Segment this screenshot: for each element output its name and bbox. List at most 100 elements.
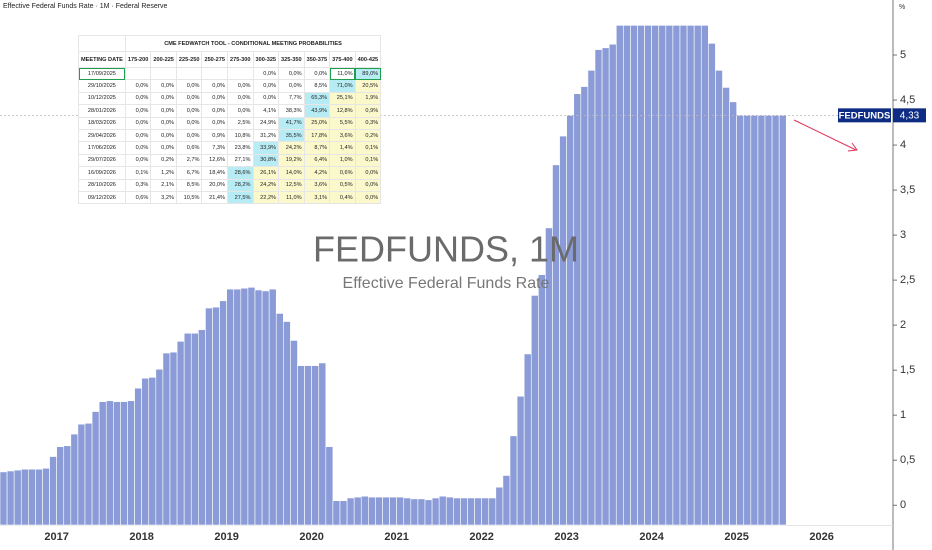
probability-cell: 0,6% <box>329 166 356 180</box>
bar <box>233 288 242 526</box>
probability-cell: 8,5% <box>303 79 331 93</box>
chart-header: Effective Federal Funds Rate · 1M · Fede… <box>3 3 168 10</box>
probability-cell: 1,9% <box>354 91 382 106</box>
y-tick-label: 2 <box>900 319 906 331</box>
bar <box>545 227 553 526</box>
bar <box>729 101 737 526</box>
bar <box>573 93 582 526</box>
probability-cell: 0,0% <box>278 66 305 81</box>
probability-cell: 18,4% <box>201 166 228 180</box>
bar <box>615 25 624 526</box>
probability-cell: 0,0% <box>201 79 228 93</box>
bar <box>155 368 164 526</box>
probability-cell: 28,2% <box>226 178 254 192</box>
bar <box>190 332 199 526</box>
bar <box>339 500 348 526</box>
bar <box>332 500 341 526</box>
probability-cell: 8,5% <box>175 178 203 192</box>
meeting-date: 10/12/2025 <box>78 91 126 106</box>
table-row: 29/10/2025 0,0% 0,0% 0,0% 0,0% 0,0% 0,0% 0,0% 8,… <box>78 79 382 93</box>
probability-cell: 6,7% <box>175 166 203 180</box>
probability-cell: 89,0% <box>354 66 382 81</box>
column-header: 200-225 <box>150 51 177 68</box>
probability-cell: 30,8% <box>252 153 280 168</box>
meeting-date: 29/04/2026 <box>78 128 126 143</box>
bar <box>120 401 128 526</box>
y-tick-label: 1 <box>900 409 906 421</box>
probability-cell: 24,2% <box>278 141 305 155</box>
probability-cell: 4,1% <box>252 104 280 118</box>
probability-cell: 0,5% <box>329 178 356 192</box>
bar <box>70 433 79 526</box>
x-tick-label: 2021 <box>384 531 408 543</box>
bar <box>566 115 575 526</box>
table-title: CME FEDWATCH TOOL - CONDITIONAL MEETING … <box>124 35 382 52</box>
bar <box>417 498 426 526</box>
probability-cell: 0,0% <box>175 128 203 143</box>
probability-cell: 21,4% <box>201 190 228 205</box>
bar <box>28 468 36 526</box>
probability-cell: 0,0% <box>124 141 152 155</box>
bar <box>205 307 213 526</box>
bar <box>389 496 397 526</box>
probability-cell: 8,7% <box>303 141 331 155</box>
y-tick-label: 0,5 <box>900 454 915 466</box>
probability-cell: 10,8% <box>226 128 254 143</box>
x-tick-label: 2024 <box>639 531 664 543</box>
column-header: 375-400 <box>329 51 356 68</box>
y-tick-label: 5 <box>900 49 906 61</box>
bar <box>467 497 475 526</box>
column-header: 400-425 <box>354 51 382 68</box>
probability-cell: 0,0% <box>354 178 382 192</box>
bar <box>516 395 525 526</box>
bar <box>6 470 15 526</box>
meeting-date: 18/03/2026 <box>78 116 126 130</box>
probability-cell: 3,1% <box>303 190 331 205</box>
table-row: 28/10/2026 0,3% 2,1% 8,5% 20,0% 28,2% 24,2% 12,… <box>78 178 382 192</box>
probability-cell: 24,2% <box>252 178 280 192</box>
probability-cell: 11,0% <box>278 190 305 205</box>
bar <box>49 456 57 526</box>
probability-cell: 0,0% <box>150 128 177 143</box>
bar <box>686 25 695 526</box>
table-corner <box>78 35 126 52</box>
meeting-date: 28/01/2026 <box>78 104 126 118</box>
last-value-label: 4,33 <box>900 110 920 121</box>
probability-cell: 10,5% <box>175 190 203 205</box>
series-label: FEDFUNDS <box>839 110 891 121</box>
meeting-date: 17/09/2025 <box>78 66 126 81</box>
probability-cell: 27,1% <box>226 153 254 168</box>
axis-unit: % <box>899 4 906 11</box>
x-tick-label: 2025 <box>724 531 748 543</box>
probability-cell: 0,0% <box>124 153 152 168</box>
probability-cell: 0,3% <box>354 116 382 130</box>
table-row: 09/12/2026 0,6% 3,2% 10,5% 21,4% 27,5% 22,2% 11… <box>78 190 382 205</box>
probability-cell: 5,5% <box>329 116 356 130</box>
probability-cell: 27,5% <box>226 190 254 205</box>
bar <box>20 468 29 526</box>
probability-cell: 0,0% <box>175 79 203 93</box>
bar <box>169 351 178 526</box>
probability-cell: 2,1% <box>150 178 177 192</box>
column-header: 275-300 <box>226 51 254 68</box>
y-tick-label: 3,5 <box>900 184 915 196</box>
bar <box>240 287 249 526</box>
bar <box>403 497 412 526</box>
table-row: 16/09/2026 0,1% 1,2% 6,7% 18,4% 28,6% 26,1% 14,… <box>78 166 382 180</box>
probability-cell: 0,9% <box>201 128 228 143</box>
table-title-row: CME FEDWATCH TOOL - CONDITIONAL MEETING … <box>78 35 382 52</box>
probability-cell: 0,0% <box>226 104 254 118</box>
bar <box>283 321 291 526</box>
meeting-date: 09/12/2026 <box>78 190 126 205</box>
watermark-title: FEDFUNDS, 1M <box>313 229 579 270</box>
meeting-date: 17/06/2026 <box>78 141 126 155</box>
probability-cell: 0,0% <box>150 116 177 130</box>
probability-cell: 0,0% <box>124 79 152 93</box>
probability-cell: 0,1% <box>354 141 382 155</box>
bar <box>198 329 206 526</box>
probability-cell: 26,1% <box>252 166 280 180</box>
bar <box>141 377 150 526</box>
probability-cell <box>150 66 177 81</box>
bar <box>35 468 43 526</box>
bar <box>410 498 419 526</box>
